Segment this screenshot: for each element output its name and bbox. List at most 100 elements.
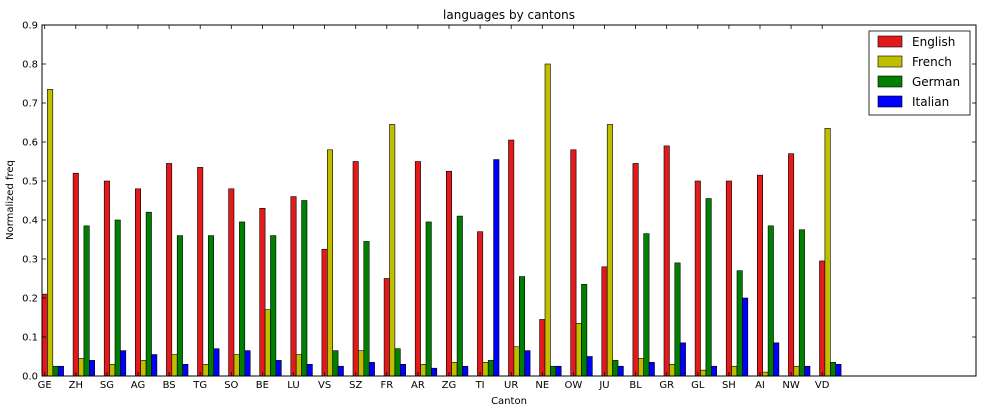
legend-label-english: English (912, 35, 955, 49)
bar-BL-italian (648, 362, 655, 377)
bars-layer (41, 63, 842, 377)
bar-TG-french (202, 363, 209, 377)
bar-SO-french (233, 354, 240, 377)
bar-JU-german (612, 360, 619, 377)
bar-SZ-english (352, 161, 359, 377)
bar-AR-french (420, 363, 427, 377)
bar-LU-german (301, 200, 308, 377)
bar-VD-english (819, 260, 826, 377)
x-tick-label: BS (163, 380, 176, 391)
bar-SO-german (239, 221, 246, 377)
bar-NE-italian (555, 365, 562, 377)
bar-VD-french (824, 128, 831, 377)
x-tick-label: SZ (349, 380, 362, 391)
bar-UR-german (518, 276, 525, 377)
bar-GL-french (700, 369, 707, 377)
bar-BS-german (176, 235, 183, 377)
x-tick-label: TG (192, 380, 207, 391)
bar-NE-german (550, 365, 557, 377)
bar-VS-english (321, 248, 328, 377)
bar-UR-italian (524, 350, 531, 377)
bar-SG-english (103, 180, 110, 377)
bar-SG-french (109, 363, 116, 377)
bar-GE-french (47, 89, 54, 377)
bar-TI-italian (493, 159, 500, 377)
bar-VS-italian (337, 365, 344, 377)
bar-VD-italian (835, 363, 842, 377)
bar-OW-french (575, 323, 582, 377)
bar-JU-italian (617, 365, 624, 377)
bar-GR-french (669, 363, 676, 377)
y-tick-label: 0.8 (22, 60, 38, 71)
bar-SH-french (731, 365, 738, 377)
bar-SO-italian (244, 350, 251, 377)
x-tick-label: AG (131, 380, 145, 391)
bar-ZG-english (445, 170, 452, 377)
x-tick-label: SO (224, 380, 238, 391)
bar-ZH-german (83, 225, 90, 377)
y-tick-label: 0.4 (22, 216, 38, 227)
bar-GR-italian (679, 342, 686, 377)
x-tick-label: VS (318, 380, 331, 391)
bar-TI-german (487, 360, 494, 377)
bar-AI-german (767, 225, 774, 377)
bar-AG-english (135, 188, 142, 377)
y-tick-label: 0.3 (22, 255, 38, 266)
bar-SH-english (725, 180, 732, 377)
bar-UR-english (508, 139, 515, 377)
bar-ZH-french (78, 358, 85, 377)
bar-TG-english (197, 167, 204, 377)
bar-NE-english (539, 319, 546, 377)
bar-SO-english (228, 188, 235, 377)
legend: English French German Italian (868, 30, 971, 116)
ticks-layer: GE ZH SG AG BS TG SO BE LU VS SZ FR AR ZG TI UR NE OW JU BL… (22, 21, 976, 391)
bar-SG-german (114, 219, 121, 377)
bar-FR-italian (399, 363, 406, 377)
y-axis-label: Normalized freq (5, 160, 16, 240)
bar-GL-german (705, 198, 712, 377)
bar-AR-english (414, 161, 421, 377)
bar-FR-german (394, 348, 401, 377)
bar-BS-italian (182, 363, 189, 377)
bar-OW-english (570, 149, 577, 377)
bar-FR-english (383, 278, 390, 377)
x-tick-label: VD (815, 380, 830, 391)
bar-SZ-german (363, 241, 370, 377)
bar-AG-italian (151, 354, 158, 377)
bar-VS-german (332, 350, 339, 377)
y-tick-label: 0.1 (22, 333, 38, 344)
bar-FR-french (389, 124, 396, 377)
x-tick-label: ZH (69, 380, 83, 391)
x-tick-label: OW (565, 380, 583, 391)
legend-swatch-italian (877, 95, 903, 108)
bar-GR-english (663, 145, 670, 377)
bar-TI-french (482, 362, 489, 377)
bar-SZ-italian (368, 362, 375, 377)
bar-ZG-italian (462, 365, 469, 377)
x-tick-label: NE (535, 380, 549, 391)
x-tick-label: JU (598, 380, 609, 391)
x-tick-label: AI (755, 380, 765, 391)
bar-GR-german (674, 262, 681, 377)
x-tick-label: GE (38, 380, 52, 391)
x-tick-label: TI (475, 380, 485, 391)
bar-AG-french (140, 360, 147, 377)
bar-BE-italian (275, 360, 282, 377)
bar-OW-italian (586, 356, 593, 377)
x-tick-label: AR (411, 380, 425, 391)
chart-title: languages by cantons (443, 8, 575, 22)
bar-NW-english (788, 153, 795, 377)
bar-JU-english (601, 266, 608, 377)
bar-UR-french (513, 346, 520, 377)
bar-TG-italian (213, 348, 220, 377)
x-tick-label: SH (722, 380, 736, 391)
bar-OW-german (581, 284, 588, 377)
y-tick-label: 0.7 (22, 99, 38, 110)
bar-NE-french (544, 63, 551, 377)
bar-AR-italian (431, 367, 438, 377)
bar-LU-french (295, 354, 302, 377)
bar-GE-german (52, 365, 59, 377)
bar-ZG-french (451, 362, 458, 377)
bar-ZH-english (72, 172, 79, 377)
